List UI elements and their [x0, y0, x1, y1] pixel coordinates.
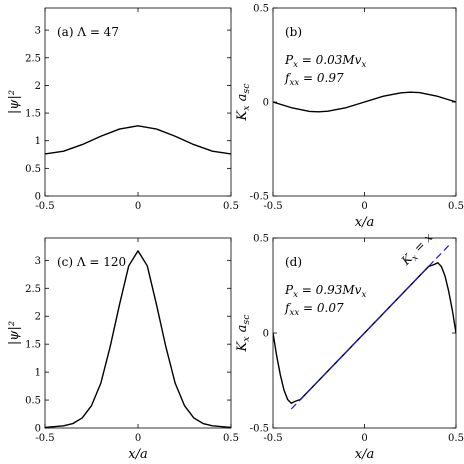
y-axis-label: Kx​ asc​ — [235, 83, 252, 122]
x-tick-label: 0 — [361, 201, 367, 212]
y-tick-label: 0.5 — [253, 234, 269, 245]
y-tick-label: 1 — [35, 136, 41, 147]
y-tick-label: 3 — [35, 26, 41, 37]
panel-annotation: fxx​ = 0.97 — [284, 71, 344, 88]
y-axis-label: |ψ|² — [7, 90, 22, 114]
x-axis-label: x/a — [355, 215, 374, 230]
x-tick-label: 0 — [135, 201, 141, 212]
x-tick-label: 0 — [361, 433, 367, 444]
y-axis-label: |ψ|² — [7, 321, 22, 345]
panel-label: (b) — [285, 25, 302, 39]
reference-line — [290, 245, 450, 410]
y-tick-label: 3 — [35, 256, 41, 267]
x-tick-label: 0 — [135, 433, 141, 444]
x-tick-label: -0.5 — [263, 433, 282, 444]
panel-c: -0.5 0 0.500.511.522.53|ψ|²x/a(c) Λ = 120 — [7, 237, 239, 462]
y-tick-label: 1.5 — [25, 340, 41, 351]
panel-label: (c) Λ = 120 — [57, 255, 126, 269]
panel-label: (d) — [285, 255, 302, 269]
series-line — [273, 91, 456, 113]
y-tick-label: 0.5 — [25, 396, 41, 407]
y-tick-label: 0 — [35, 192, 41, 203]
y-tick-label: 2 — [35, 81, 41, 92]
y-tick-label: 2.5 — [25, 284, 41, 295]
x-tick-label: 0.5 — [223, 201, 239, 212]
x-axis-label: x/a — [355, 447, 374, 462]
y-tick-label: 2.5 — [25, 53, 41, 64]
y-tick-label: 0 — [263, 98, 269, 109]
y-axis-label: Kx​ asc​ — [235, 314, 252, 353]
reference-line-label: Kx​ = x — [398, 230, 438, 270]
y-tick-label: -0.5 — [250, 192, 269, 203]
y-tick-label: -0.5 — [250, 424, 269, 435]
series-line — [45, 125, 231, 155]
y-tick-label: 1.5 — [25, 109, 41, 120]
series-line — [45, 250, 231, 428]
panel-b: -0.5 0 0.5 -0.5 0 0.5 Kx​ asc​ x/a (b) Px​ = 0.03… — [235, 4, 464, 231]
panel-a: -0.5 0 0.500.511.522.53|ψ|²(a) Λ = 47 — [7, 7, 239, 212]
panel-d: -0.5 0 0.5 -0.5 0 0.5 Kx​ asc​ x/a Kx​ = x (d) Px​… — [235, 230, 464, 462]
y-tick-label: 0 — [263, 329, 269, 340]
panel-annotation: Px​ = 0.03Mvx​ — [284, 53, 366, 70]
y-tick-label: 0 — [35, 424, 41, 435]
x-tick-label: 0.5 — [223, 433, 239, 444]
x-tick-label: -0.5 — [35, 433, 54, 444]
panel-label: (a) Λ = 47 — [57, 25, 119, 39]
panel-annotation: Px​ = 0.93Mvx​ — [284, 283, 366, 300]
x-tick-label: 0.5 — [448, 433, 464, 444]
x-tick-label: -0.5 — [263, 201, 282, 212]
x-tick-label: -0.5 — [35, 201, 54, 212]
y-tick-label: 0.5 — [25, 164, 41, 175]
x-axis-label: x/a — [128, 447, 147, 462]
y-tick-label: 0.5 — [253, 4, 269, 15]
panel-annotation: fxx​ = 0.07 — [284, 301, 344, 318]
y-tick-label: 2 — [35, 312, 41, 323]
y-tick-label: 1 — [35, 368, 41, 379]
x-tick-label: 0.5 — [448, 201, 464, 212]
